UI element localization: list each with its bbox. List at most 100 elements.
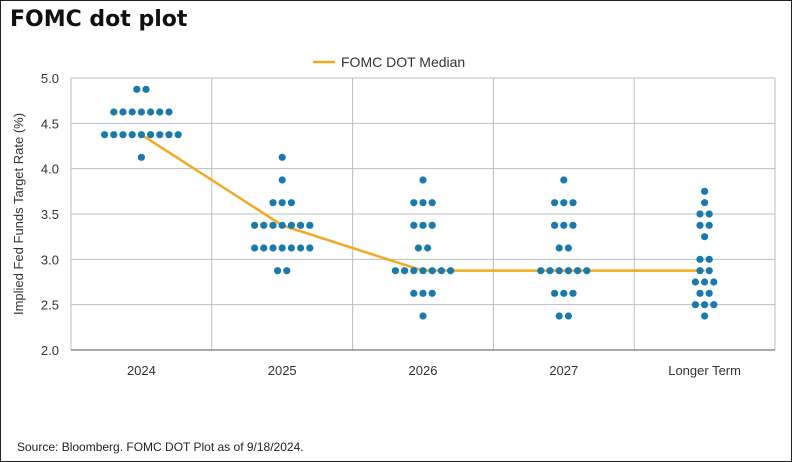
y-axis-title: Implied Fed Funds Target Rate (%) [11, 113, 26, 315]
dot-point [119, 131, 127, 139]
dot-point [428, 221, 436, 229]
dot-point [287, 244, 295, 252]
dot-point [410, 289, 418, 297]
dot-point [128, 131, 136, 139]
dot-point [701, 199, 709, 207]
dot-point [428, 289, 436, 297]
dot-point [569, 199, 577, 207]
dot-point [419, 176, 427, 184]
x-tick-label: 2026 [409, 363, 438, 378]
x-tick-label: 2024 [127, 363, 156, 378]
dot-point [696, 267, 704, 275]
dot-point [705, 267, 713, 275]
dot-point [691, 278, 700, 286]
dot-point [142, 85, 150, 93]
dot-point [133, 85, 141, 93]
dot-point [705, 255, 713, 263]
dot-point [428, 267, 436, 275]
dot-point [701, 278, 709, 286]
y-tick-label: 3.0 [41, 252, 59, 267]
dot-point [110, 131, 118, 139]
dot-point [419, 267, 427, 275]
dot-point [110, 108, 118, 116]
dot-point [560, 199, 568, 207]
x-tick-label: 2027 [549, 363, 578, 378]
dot-point [278, 199, 286, 207]
dot-point [555, 267, 563, 275]
dot-point [546, 267, 554, 275]
dot-point [564, 312, 573, 320]
dot-point [705, 210, 713, 218]
dot-point [428, 199, 436, 207]
dot-point [147, 108, 155, 116]
dot-point [696, 210, 704, 218]
dot-point [569, 289, 577, 297]
dot-point [705, 289, 713, 297]
dot-point [391, 267, 399, 275]
dot-point [283, 267, 291, 275]
dot-point [564, 244, 573, 252]
dot-point [696, 289, 704, 297]
dot-point [551, 199, 559, 207]
x-tick-label: Longer Term [668, 363, 741, 378]
dot-point [287, 221, 295, 229]
legend-label-median: FOMC DOT Median [341, 54, 465, 70]
dot-point [156, 108, 164, 116]
dot-point [414, 244, 422, 252]
dot-point [705, 221, 713, 229]
source-note: Source: Bloomberg. FOMC DOT Plot as of 9… [17, 440, 304, 454]
y-tick-label: 3.5 [41, 207, 59, 222]
dot-point [278, 153, 286, 161]
dot-point [424, 244, 432, 252]
dot-point [137, 153, 145, 161]
page-title: FOMC dot plot [10, 7, 188, 32]
dot-point [701, 233, 709, 241]
dot-point [569, 221, 577, 229]
dot-point [410, 199, 418, 207]
dot-point [551, 289, 559, 297]
dot-point [419, 199, 427, 207]
dot-point [419, 221, 427, 229]
dot-point [560, 176, 568, 184]
dot-point [165, 108, 173, 116]
dot-point [701, 301, 709, 309]
dot-point [278, 221, 286, 229]
dot-point [537, 267, 545, 275]
dot-point [401, 267, 409, 275]
dot-point [551, 221, 559, 229]
dot-point [137, 108, 145, 116]
dot-point [269, 244, 277, 252]
dot-point [710, 278, 718, 286]
dot-point [447, 267, 455, 275]
dot-point [564, 267, 573, 275]
dot-point [297, 244, 305, 252]
dot-point [278, 244, 286, 252]
dot-point [137, 131, 145, 139]
dot-point [278, 176, 286, 184]
dot-point [574, 267, 582, 275]
dot-point [437, 267, 445, 275]
dot-point [691, 301, 700, 309]
dot-point [583, 267, 591, 275]
dot-point [147, 131, 155, 139]
y-tick-label: 2.0 [41, 343, 59, 358]
dot-point [260, 221, 268, 229]
dot-point [419, 289, 427, 297]
dot-point [701, 187, 709, 195]
dot-point [297, 221, 305, 229]
y-tick-label: 5.0 [41, 71, 59, 86]
dot-point [287, 199, 295, 207]
dot-point [410, 221, 418, 229]
dot-point [174, 131, 182, 139]
y-tick-label: 4.5 [41, 116, 59, 131]
dot-point [251, 244, 259, 252]
dot-point [696, 255, 704, 263]
dot-point [119, 108, 127, 116]
dot-point [555, 312, 563, 320]
dot-point [419, 312, 427, 320]
y-tick-label: 2.5 [41, 298, 59, 313]
dot-point [260, 244, 268, 252]
dot-point [410, 267, 418, 275]
dot-point [560, 289, 568, 297]
